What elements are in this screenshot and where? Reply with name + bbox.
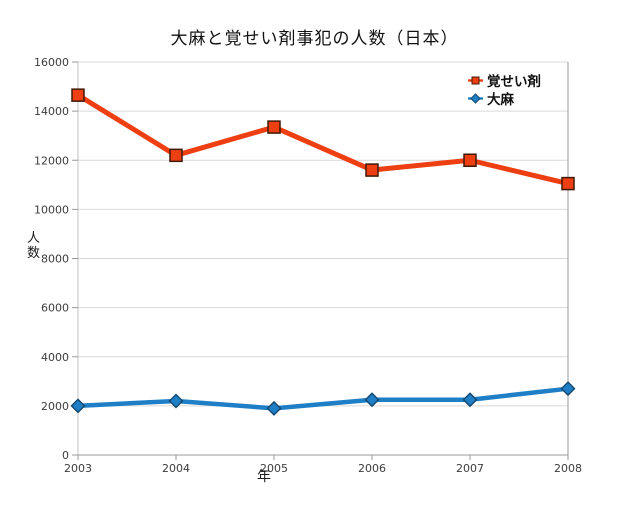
data-point-square xyxy=(71,88,85,102)
data-point-square xyxy=(365,163,379,177)
data-point-diamond xyxy=(560,381,576,397)
legend-label-cannabis: 大麻 xyxy=(487,92,514,108)
data-point-square xyxy=(267,120,281,134)
y-tick-label: 12000 xyxy=(34,154,69,167)
y-tick-label: 14000 xyxy=(34,105,69,118)
series-line-0 xyxy=(76,93,569,187)
y-tick-label: 2000 xyxy=(41,400,69,413)
data-point-diamond xyxy=(266,400,282,416)
x-tick-label: 2006 xyxy=(358,462,386,475)
legend: 覚せい剤 大麻 xyxy=(467,71,541,108)
legend-label-stimulant: 覚せい剤 xyxy=(487,74,541,90)
series-line-1 xyxy=(77,386,569,411)
y-axis-title: 人数 xyxy=(26,231,40,261)
data-point-square xyxy=(169,148,183,163)
y-tick-label: 6000 xyxy=(41,302,69,315)
legend-item-cannabis: 大麻 xyxy=(467,89,541,108)
data-point-diamond xyxy=(168,393,184,409)
y-tick-label: 4000 xyxy=(41,351,69,364)
data-point-diamond xyxy=(364,392,380,408)
y-tick-label: 0 xyxy=(62,449,69,462)
legend-square-marker-icon xyxy=(468,76,483,84)
data-point-diamond xyxy=(70,398,86,414)
y-tick-label: 16000 xyxy=(34,56,69,69)
y-tick-label: 10000 xyxy=(34,203,69,216)
x-tick-label: 2005 xyxy=(260,462,288,475)
x-tick-label: 2004 xyxy=(162,462,190,475)
y-tick-label: 8000 xyxy=(41,253,69,266)
x-tick-label: 2003 xyxy=(64,462,92,475)
legend-item-stimulant: 覚せい剤 xyxy=(467,71,541,90)
x-tick-label: 2007 xyxy=(456,462,484,475)
x-tick-label: 2008 xyxy=(554,462,582,475)
data-point-square xyxy=(561,176,575,191)
data-point-square xyxy=(463,153,477,167)
chart-title: 大麻と覚せい剤事犯の人数（日本） xyxy=(170,29,459,49)
legend-diamond-marker-icon xyxy=(468,92,483,104)
x-axis-title: 年 xyxy=(257,469,271,485)
data-point-diamond xyxy=(462,392,478,408)
